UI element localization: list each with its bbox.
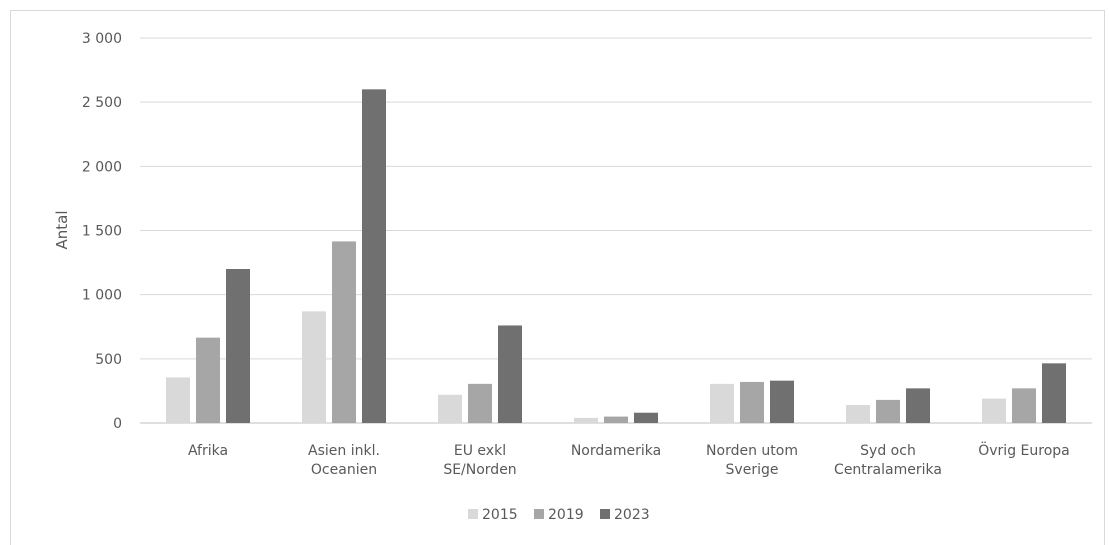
bar-2023-2 (498, 325, 522, 423)
bar-2023-6 (1042, 363, 1066, 423)
chart-frame (10, 10, 1105, 545)
bar-2019-0 (196, 337, 220, 423)
legend-swatch-2015 (468, 509, 478, 519)
y-tick-label: 1 500 (82, 224, 122, 240)
x-category-label: Afrika (188, 443, 228, 459)
legend-swatch-2019 (534, 509, 544, 519)
x-category-label: Syd och Centralamerika (834, 443, 942, 478)
y-tick-label: 3 000 (82, 31, 122, 47)
bar-2023-0 (226, 269, 250, 423)
bar-2015-5 (846, 405, 870, 423)
bar-2023-5 (906, 388, 930, 423)
bar-2019-4 (740, 381, 764, 423)
bar-2019-1 (332, 241, 356, 423)
bar-2015-3 (574, 417, 598, 423)
y-tick-label: 500 (95, 352, 122, 368)
bar-2019-6 (1012, 388, 1036, 423)
legend: 2015 2019 2023 (468, 507, 650, 523)
bar-2023-3 (634, 412, 658, 423)
bar-2023-4 (770, 380, 794, 423)
x-category-label: Asien inkl. Oceanien (308, 443, 380, 478)
y-tick-label: 0 (113, 416, 122, 432)
y-tick-label: 2 500 (82, 95, 122, 111)
bar-2015-4 (710, 383, 734, 423)
bar-2015-1 (302, 311, 326, 423)
legend-label: 2015 (482, 507, 518, 523)
bar-2023-1 (362, 89, 386, 423)
legend-label: 2019 (548, 507, 584, 523)
legend-swatch-2023 (600, 509, 610, 519)
y-axis-title: Antal (53, 210, 71, 249)
x-category-label: Övrig Europa (978, 441, 1070, 459)
x-category-label: EU exkl SE/Norden (443, 443, 516, 478)
x-category-label: Nordamerika (571, 443, 661, 459)
y-tick-label: 1 000 (82, 288, 122, 304)
y-axis-ticks: 0 500 1 000 1 500 2 000 2 500 3 000 (82, 31, 122, 432)
bar-2015-2 (438, 394, 462, 423)
bar-2019-5 (876, 399, 900, 423)
y-tick-label: 2 000 (82, 159, 122, 175)
x-category-label: Norden utom Sverige (706, 443, 798, 478)
bar-2019-3 (604, 416, 628, 423)
bars (166, 89, 1066, 423)
gridlines (140, 37, 1092, 424)
x-axis-categories: Afrika Asien inkl. Oceanien EU exkl SE/Norde… (188, 441, 1070, 478)
bar-2015-6 (982, 398, 1006, 423)
bar-2015-0 (166, 377, 190, 423)
legend-label: 2023 (614, 507, 650, 523)
bar-2019-2 (468, 383, 492, 423)
